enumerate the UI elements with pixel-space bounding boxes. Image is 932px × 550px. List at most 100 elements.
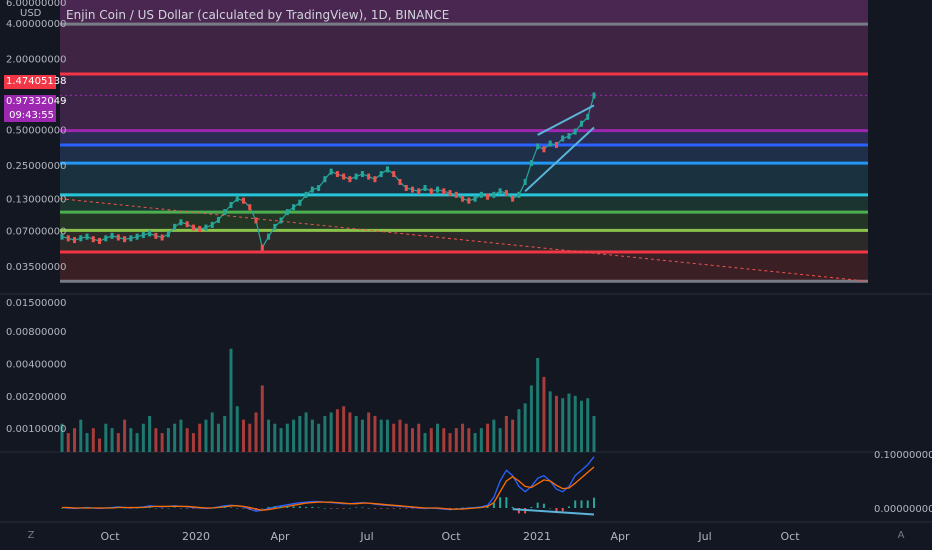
auto-scale-button[interactable]: A xyxy=(897,530,905,541)
level-band xyxy=(60,230,868,252)
indicator-histogram-bar xyxy=(449,508,452,509)
volume-bar xyxy=(529,385,533,452)
volume-bar xyxy=(173,423,177,452)
candle xyxy=(448,190,452,197)
candle xyxy=(492,191,496,198)
indicator-histogram-bar xyxy=(173,507,176,508)
indicator-histogram-bar xyxy=(549,508,552,509)
indicator-histogram-bar xyxy=(417,508,420,509)
volume-bar xyxy=(104,423,108,452)
volume-bar xyxy=(498,428,502,452)
indicator-histogram-bar xyxy=(79,508,82,509)
volume-bar xyxy=(467,428,471,452)
level-band xyxy=(60,163,868,195)
volume-bar xyxy=(323,415,327,452)
indicator-histogram-bar xyxy=(517,508,520,514)
indicator-histogram-bar xyxy=(161,508,164,509)
chart-title: Enjin Coin / US Dollar (calculated by Tr… xyxy=(66,8,450,22)
indicator-histogram-bar xyxy=(292,506,295,508)
zoom-toggle-button[interactable]: Z xyxy=(27,530,35,541)
time-tick-label: Jul xyxy=(359,530,373,543)
volume-tick-label: 0.00100000 xyxy=(6,424,66,435)
indicator-histogram-bar xyxy=(480,507,483,508)
volume-bar xyxy=(592,415,596,452)
volume-bar xyxy=(85,433,89,452)
indicator-histogram-bar xyxy=(255,508,258,511)
indicator-histogram-bar xyxy=(111,507,114,508)
indicator-histogram-bar xyxy=(574,500,577,508)
indicator-histogram-bar xyxy=(104,508,107,509)
candle xyxy=(317,185,321,192)
candle xyxy=(592,92,596,99)
candle xyxy=(166,231,170,238)
volume-bar xyxy=(536,358,540,452)
candle xyxy=(498,188,502,195)
left-price-axis xyxy=(0,0,60,550)
volume-bar xyxy=(373,415,377,452)
candle xyxy=(392,171,396,178)
volume-bar xyxy=(154,428,158,452)
indicator-histogram-bar xyxy=(386,508,389,509)
indicator-histogram-bar xyxy=(317,507,320,508)
volume-bar xyxy=(304,412,308,452)
candle xyxy=(216,216,220,223)
candle xyxy=(179,219,183,226)
candle xyxy=(141,232,145,239)
volume-bar xyxy=(148,415,152,452)
volume-bar xyxy=(385,419,389,452)
indicator-histogram-bar xyxy=(467,507,470,508)
indicator-histogram-bar xyxy=(486,506,489,508)
indicator-histogram-bar xyxy=(474,507,477,508)
price-tick-label: 0.07000000 xyxy=(6,226,66,237)
candle xyxy=(235,195,239,202)
indicator-histogram-bar xyxy=(593,497,595,508)
indicator-series-1 xyxy=(62,466,595,511)
candle xyxy=(223,209,227,216)
candle xyxy=(385,166,389,173)
indicator-histogram-bar xyxy=(586,500,589,508)
indicator-histogram-bar xyxy=(373,508,376,509)
indicator-histogram-bar xyxy=(330,508,333,509)
volume-bar xyxy=(548,391,552,452)
volume-bar xyxy=(292,419,296,452)
volume-bar xyxy=(479,428,483,452)
candle xyxy=(479,191,483,198)
volume-bar xyxy=(342,406,346,452)
indicator-histogram-bar xyxy=(92,508,95,509)
volume-bar xyxy=(198,423,202,452)
volume-bar xyxy=(285,423,289,452)
indicator-tick-label: 0.10000000 xyxy=(874,450,932,461)
indicator-histogram-bar xyxy=(567,506,570,508)
volume-bar xyxy=(216,423,220,452)
volume-bar xyxy=(191,433,195,452)
indicator-histogram-bar xyxy=(192,508,195,509)
indicator-histogram-bar xyxy=(273,506,276,508)
volume-bar xyxy=(348,412,352,452)
candle xyxy=(354,173,358,180)
level-band xyxy=(60,144,868,164)
indicator-histogram-bar xyxy=(455,508,458,509)
candle xyxy=(154,232,158,239)
indicator-histogram-bar xyxy=(136,508,139,509)
volume-bar xyxy=(579,400,583,452)
indicator-histogram-bar xyxy=(286,506,289,508)
volume-bar xyxy=(404,423,408,452)
volume-bar xyxy=(298,415,302,452)
time-tick-label: Oct xyxy=(441,530,461,543)
volume-bar xyxy=(486,423,490,452)
indicator-histogram-bar xyxy=(204,508,207,509)
candle xyxy=(573,128,577,135)
volume-tick-label: 0.00200000 xyxy=(6,392,66,403)
volume-bar xyxy=(204,419,208,452)
level-band xyxy=(60,74,868,131)
candle xyxy=(417,188,421,195)
indicator-histogram-bar xyxy=(405,508,408,509)
volume-bar xyxy=(492,419,496,452)
candle xyxy=(517,191,521,198)
candle xyxy=(248,204,252,211)
volume-bar xyxy=(436,423,440,452)
level-band xyxy=(60,0,868,25)
volume-bar xyxy=(398,419,402,452)
